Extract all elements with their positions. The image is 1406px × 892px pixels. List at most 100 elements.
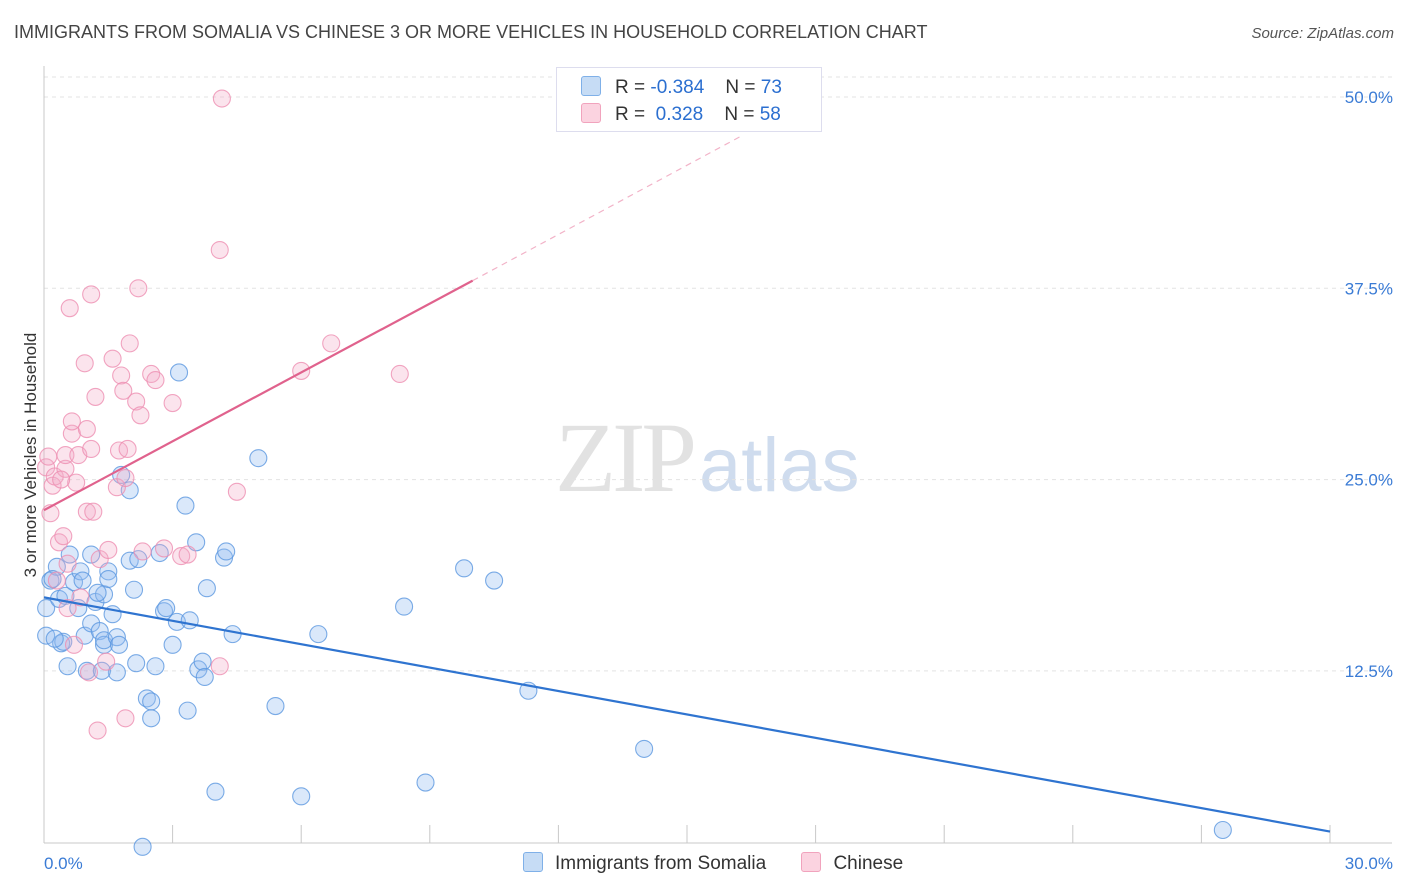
somalia-point [223,625,242,644]
somalia-point [45,629,64,648]
somalia-point [142,709,161,728]
chinese-point [58,554,77,573]
chinese-point [58,599,77,618]
legend-swatch-somalia [581,76,601,96]
chinese-point [62,424,81,443]
correlation-legend: R = -0.384 N = 73 R = 0.328 N = 58 [556,67,822,132]
chinese-point [127,392,146,411]
somalia-point [187,533,206,552]
chinese-point [210,657,229,676]
legend-swatch-chinese [581,103,601,123]
series-legend: Immigrants from Somalia Chinese [523,852,933,875]
somalia-point [395,597,414,616]
legend-n-label: N = [724,104,755,125]
somalia-trend-line [43,596,1331,833]
legend-r-value-somalia: -0.384 [650,77,705,98]
legend-n-label: N = [725,77,756,98]
somalia-point [99,562,118,581]
somalia-point [180,611,199,630]
somalia-point [416,773,435,792]
chinese-trend-extension [472,134,744,282]
chinese-point [71,588,90,607]
x-tick-label: 0.0% [44,854,83,873]
y-tick-label: 12.5% [1345,662,1393,681]
chinese-point [75,354,94,373]
somalia-point [90,622,109,641]
chinese-point [52,470,71,489]
legend-label-chinese: Chinese [833,853,904,874]
somalia-point [169,363,189,382]
chinese-point [86,387,105,406]
somalia-point [163,635,182,654]
legend-row-somalia: R = -0.384 N = 73 [581,76,782,100]
x-tick-label: 30.0% [1345,854,1393,873]
legend-label-somalia: Immigrants from Somalia [555,853,767,874]
series-somalia-points [37,363,1232,856]
chinese-point [77,502,96,521]
somalia-point [635,739,654,758]
chinese-point [79,663,99,682]
chinese-point [62,412,81,431]
y-tick-label: 37.5% [1345,279,1393,298]
chinese-point [322,334,341,353]
chinese-point [88,721,107,740]
chinese-point [112,366,131,385]
watermark-atlas: atlas [699,423,860,508]
somalia-point [37,599,56,618]
chinese-point [116,468,135,488]
legend-item-chinese: Chinese [801,852,903,875]
somalia-point [197,579,216,598]
somalia-point [124,580,144,599]
chinese-point [47,571,66,590]
tick-labels: 12.5% 25.0% 37.5% 50.0% 0.0% 30.0% [44,88,1393,873]
chinese-point [154,539,174,558]
chinese-point [60,299,79,318]
y-axis-title: 3 or more Vehicles in Household [21,333,40,578]
somalia-point [146,657,165,676]
chinese-point [67,473,86,492]
chinese-point [54,527,73,546]
somalia-point [309,625,328,644]
chinese-point [97,652,116,671]
chinese-point [82,285,101,304]
somalia-point [266,696,285,716]
legend-n-value-chinese: 58 [759,104,781,125]
chinese-point [118,439,137,459]
gridlines [44,76,1392,672]
somalia-point [1213,820,1232,840]
chinese-point [114,381,133,400]
somalia-point [195,667,214,687]
somalia-point [217,542,236,561]
somalia-point [142,692,161,711]
chinese-point [120,334,139,353]
somalia-point [82,545,101,564]
watermark: ZIPatlas [555,400,860,515]
somalia-point [73,571,92,590]
somalia-point [292,787,311,806]
somalia-point [109,635,129,654]
chinese-point [116,709,135,728]
chinese-point [103,349,122,368]
chinese-point [163,394,182,413]
somalia-point [455,559,474,578]
chinese-point [64,635,84,654]
legend-swatch-somalia [523,852,543,872]
chinese-point [99,540,118,560]
somalia-point [249,449,268,468]
somalia-point [157,599,176,618]
y-tick-label: 50.0% [1345,88,1393,107]
chinese-point [178,545,197,564]
somalia-point [99,569,118,589]
chinese-point [227,482,246,501]
somalia-point [107,628,126,647]
source-label: Source: ZipAtlas.com [1251,25,1394,42]
chinese-point [84,502,103,521]
somalia-point [206,782,225,801]
legend-r-label: R = [615,77,646,98]
somalia-point [107,663,126,682]
chinese-point [133,542,152,561]
chinese-point [210,240,229,260]
trend-lines [43,134,1331,833]
watermark-zip: ZIP [555,402,697,513]
